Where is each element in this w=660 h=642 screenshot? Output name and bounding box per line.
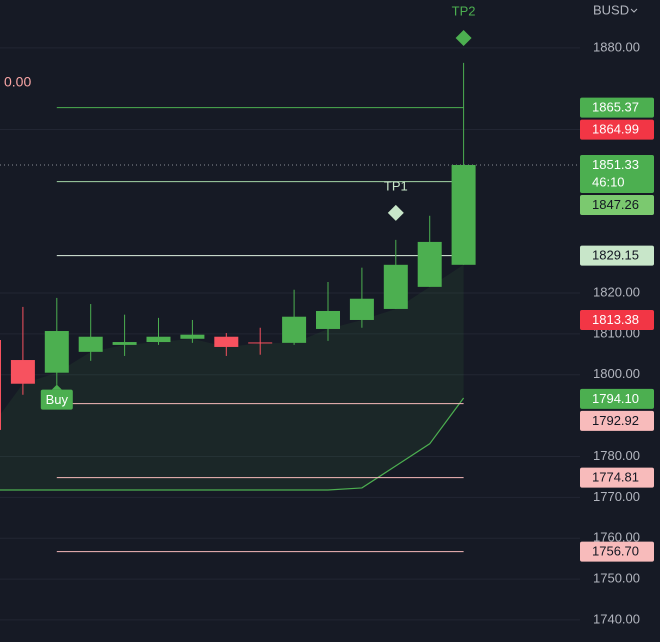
countdown: 46:10 bbox=[592, 174, 625, 189]
y-tick-label: 1820.00 bbox=[593, 284, 640, 299]
buy-label: Buy bbox=[46, 392, 69, 407]
candle-body bbox=[44, 331, 69, 373]
candle-body bbox=[10, 360, 35, 384]
y-tick-label: 1880.00 bbox=[593, 39, 640, 54]
candle-body bbox=[146, 336, 171, 343]
price-badge-label: 1774.81 bbox=[592, 470, 639, 485]
price-badge-label: 1794.10 bbox=[592, 391, 639, 406]
candle-body bbox=[0, 340, 1, 430]
buy-box bbox=[40, 389, 73, 410]
candle-body bbox=[112, 342, 137, 345]
corner-text: 0.00 bbox=[4, 74, 31, 90]
tp-marker bbox=[455, 30, 472, 47]
price-badge bbox=[580, 467, 654, 488]
price-badge bbox=[580, 310, 654, 331]
candle-body bbox=[78, 336, 103, 352]
y-tick-label: 1750.00 bbox=[593, 571, 640, 586]
y-tick-label: 1740.00 bbox=[593, 611, 640, 626]
y-tick-label: 1770.00 bbox=[593, 489, 640, 504]
candle-body bbox=[214, 336, 239, 347]
candle-body bbox=[180, 334, 205, 339]
price-badge bbox=[580, 154, 654, 193]
candle-body bbox=[316, 310, 340, 329]
price-badge-label: 1792.92 bbox=[592, 413, 639, 428]
y-tick-label: 1780.00 bbox=[593, 448, 640, 463]
candle-body bbox=[248, 342, 273, 344]
price-badge-label: 1864.99 bbox=[592, 122, 639, 137]
price-badge bbox=[580, 119, 654, 140]
price-badge bbox=[580, 194, 654, 215]
price-badge-label: 1851.33 bbox=[592, 157, 639, 172]
tp-label: TP2 bbox=[452, 3, 476, 18]
price-badge bbox=[580, 410, 654, 431]
trailing-line bbox=[0, 397, 465, 491]
price-badge-label: 1756.70 bbox=[592, 544, 639, 559]
symbol-chevron[interactable] bbox=[630, 8, 638, 13]
y-tick-label: 1760.00 bbox=[593, 530, 640, 545]
price-badge-label: 1829.15 bbox=[592, 248, 639, 263]
price-badge-label: 1813.38 bbox=[592, 312, 639, 327]
price-badge bbox=[580, 97, 654, 118]
tp-marker bbox=[387, 204, 404, 221]
price-badge bbox=[580, 541, 654, 562]
price-badge bbox=[580, 388, 654, 409]
price-badge bbox=[580, 245, 654, 266]
y-tick-label: 1800.00 bbox=[593, 366, 640, 381]
price-badge-label: 1847.26 bbox=[592, 197, 639, 212]
candle-body bbox=[383, 264, 408, 309]
candle-body bbox=[417, 241, 442, 287]
buy-arrow bbox=[51, 384, 62, 390]
candle-body bbox=[451, 164, 476, 265]
price-badge-label: 1865.37 bbox=[592, 100, 639, 115]
stop-zone bbox=[0, 264, 464, 490]
symbol[interactable]: BUSD bbox=[593, 2, 629, 17]
candle-body bbox=[349, 298, 374, 320]
candle-body bbox=[282, 316, 307, 343]
tp-label: TP1 bbox=[384, 178, 408, 193]
